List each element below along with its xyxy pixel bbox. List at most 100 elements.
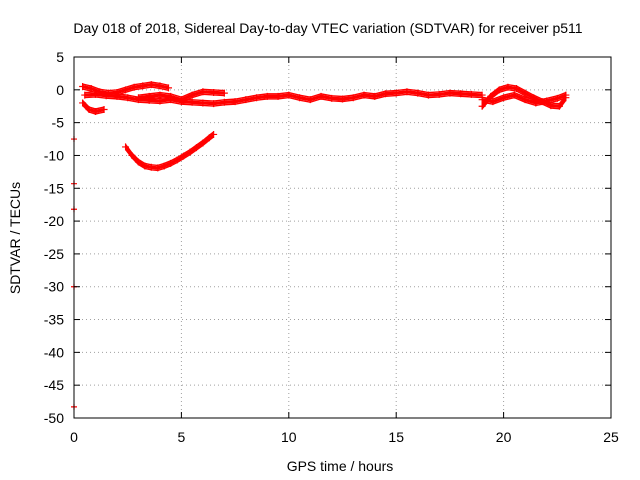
data-point [543,97,551,105]
data-point [139,82,147,90]
y-tick-label: -50 [44,410,64,426]
data-point [81,91,89,99]
data-point [79,99,87,107]
data-point [79,83,87,91]
data-point [285,91,293,99]
data-point [547,102,555,110]
data-point [504,83,512,91]
series-arc-main [81,88,486,108]
data-point [147,81,155,89]
y-tick-label: -30 [44,279,64,295]
data-point [210,100,218,108]
data-point [124,94,132,102]
data-point [532,99,540,107]
data-point [192,144,200,152]
y-tick-label: -35 [44,312,64,328]
data-point [512,85,520,93]
data-point [349,94,357,102]
data-point [306,96,314,104]
y-tick-label: -10 [44,147,64,163]
plot-frame [73,56,612,419]
chart-title: Day 018 of 2018, Sidereal Day-to-day VTE… [73,20,582,36]
data-point [500,94,508,102]
y-tick-label: -15 [44,180,64,196]
data-point [495,86,503,94]
data-point [339,95,346,103]
data-point [199,99,207,107]
data-point [446,89,454,97]
data-point [457,90,465,98]
data-point [435,90,443,98]
data-point [85,106,93,114]
data-point [100,106,108,114]
data-point [165,84,173,92]
data-point [414,89,422,97]
data-point [91,90,99,98]
data-point [553,94,561,102]
data-point [147,163,155,171]
data-point [424,91,432,99]
series-arc-late-b [478,91,570,107]
data-point [156,91,164,99]
x-axis-label: GPS time / hours [287,458,394,474]
data-point [263,92,271,100]
series-arc-band-b [134,88,228,104]
data-point [141,162,149,170]
data-point [371,92,379,100]
data-point [296,94,304,102]
data-point [122,143,130,151]
data-point [156,97,164,105]
x-tick-label: 10 [281,429,297,445]
data-point [87,85,95,93]
data-point [130,83,138,91]
data-series [71,81,570,410]
data-point [122,86,130,94]
data-point [167,92,175,100]
y-tick-label: 5 [56,49,64,65]
data-point [102,92,110,100]
data-point [478,102,486,110]
data-point [220,89,228,97]
x-tick-label: 20 [496,429,512,445]
data-point [160,162,168,170]
y-tick-label: -45 [44,377,64,393]
y-tick-label: 0 [56,82,64,98]
data-point [180,152,188,160]
series-arc-lower-a [79,99,108,115]
data-point [317,92,325,100]
data-point [199,139,207,147]
data-point [381,90,389,98]
data-point [154,164,162,172]
axis-ticks: 0 5 10 15 20 25 5 0 -5 -10 -15 -20 -25 -30 -35 -40 -45 -5… [44,49,619,445]
data-point [186,148,194,156]
series-arc-dip [122,130,218,172]
data-point [173,156,181,164]
data-point [521,89,529,97]
series-line [82,102,105,113]
series-line [82,99,105,110]
data-point [188,98,196,106]
data-point [145,92,153,100]
y-axis-label: SDTVAR / TECUs [7,182,23,294]
x-tick-label: 25 [603,429,619,445]
data-point [403,88,411,96]
data-point [188,91,196,99]
data-point [274,92,282,100]
data-point [253,94,261,102]
data-point [242,96,250,104]
series-arc-upper-a [79,81,173,97]
x-tick-label: 15 [388,429,404,445]
data-point [521,96,529,104]
data-point [167,159,175,167]
series-line [82,104,105,115]
series-line [84,92,483,106]
data-point [210,88,218,96]
x-tick-label: 0 [70,429,78,445]
data-point [478,96,486,104]
data-point [156,82,164,90]
series-line [84,88,483,102]
data-point [489,98,497,106]
data-point [91,107,99,115]
data-point [555,102,563,110]
